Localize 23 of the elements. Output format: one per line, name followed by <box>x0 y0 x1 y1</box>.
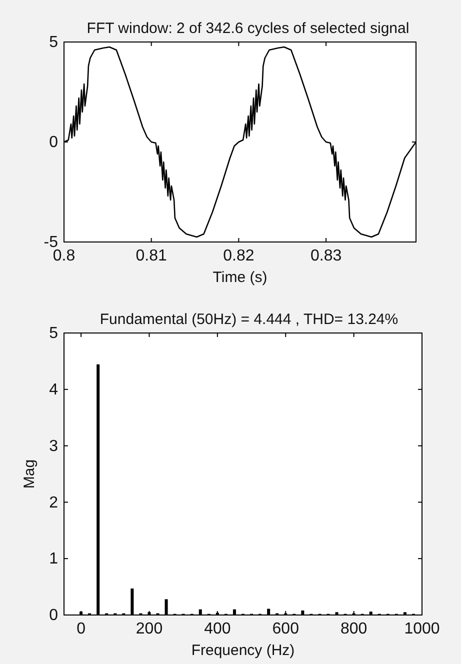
y-tick-label: 5 <box>49 325 58 342</box>
chart-title: Fundamental (50Hz) = 4.444 , THD= 13.24% <box>100 311 398 328</box>
x-tick-label: 0.83 <box>310 247 342 264</box>
x-axis-title: Frequency (Hz) <box>191 642 295 659</box>
y-tick-label: 0 <box>49 134 58 152</box>
x-tick-label: 200 <box>136 620 163 638</box>
y-tick-label: 5 <box>49 34 58 52</box>
x-tick-label: 0.8 <box>52 247 76 264</box>
x-tick-label: 0.82 <box>223 247 254 264</box>
x-axis-title: Time (s) <box>212 269 268 286</box>
y-axis-title: Mag <box>21 459 38 489</box>
y-tick-label: 1 <box>49 550 58 568</box>
y-tick-label: 4 <box>49 382 58 399</box>
x-tick-label: 0.81 <box>136 247 168 264</box>
y-tick-label: 0 <box>49 607 58 624</box>
x-tick-label: 600 <box>272 620 300 638</box>
y-tick-label: 2 <box>49 494 58 512</box>
x-tick-label: 800 <box>340 620 368 638</box>
x-tick-label: 1000 <box>404 620 440 638</box>
x-tick-label: 400 <box>204 620 231 638</box>
chart-title: FFT window: 2 of 342.6 cycles of selected signal <box>86 20 410 37</box>
x-tick-label: 0 <box>76 620 86 638</box>
y-tick-label: 3 <box>49 438 58 455</box>
